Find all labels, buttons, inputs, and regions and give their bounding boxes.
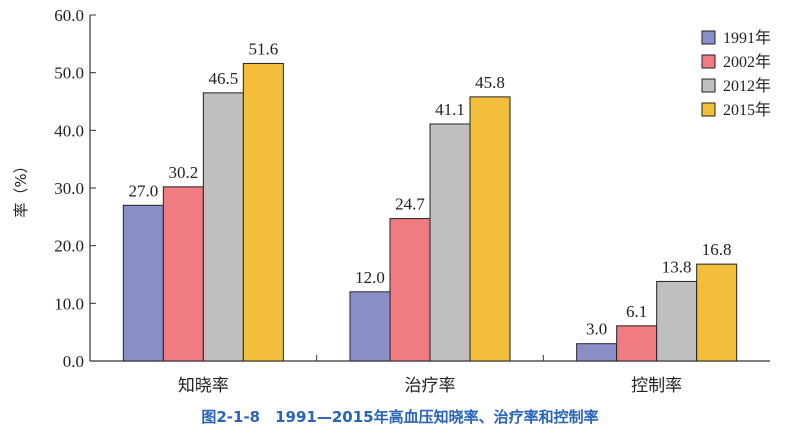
bar: [576, 343, 618, 362]
y-axis-label: 率（%）: [12, 158, 30, 217]
bars: [122, 62, 738, 362]
legend-entry: 2015年: [723, 101, 771, 119]
legend-entry: 2002年: [723, 53, 771, 71]
y-tick-label: 10.0: [54, 294, 84, 313]
y-tick-label: 20.0: [54, 237, 84, 256]
data-label: 27.0: [128, 181, 158, 200]
data-label: 30.2: [168, 163, 198, 182]
bar: [616, 325, 658, 362]
bar-chart: 0.0 10.0 20.0 30.0 40.0 50.0 60.0 知晓率 治疗率 控制率 27.…: [12, 6, 771, 396]
bar: [696, 263, 738, 362]
bar: [429, 123, 471, 362]
legend: 1991年 2002年 2012年 2015年: [701, 29, 771, 119]
y-tick-label: 60.0: [54, 6, 84, 25]
data-label: 3.0: [586, 320, 607, 339]
bar: [202, 92, 244, 362]
y-tick-label: 30.0: [54, 179, 84, 198]
legend-entry: 2012年: [723, 77, 771, 95]
data-label: 16.8: [702, 240, 732, 259]
bar: [349, 291, 391, 362]
axes: 0.0 10.0 20.0 30.0 40.0 50.0 60.0 知晓率 治疗率 控制率: [54, 6, 770, 396]
bar: [162, 186, 204, 362]
data-label: 46.5: [208, 69, 238, 88]
bar: [469, 96, 511, 362]
bar: [242, 62, 284, 362]
data-label: 24.7: [395, 195, 425, 214]
data-label: 51.6: [248, 39, 278, 58]
value-labels: 27.0 30.2 46.5 51.6 12.0 24.7 41.1 45.8 3.0 6.1 13…: [128, 39, 731, 338]
data-label: 41.1: [435, 100, 465, 119]
bar: [389, 218, 431, 362]
y-tick-label: 0.0: [63, 352, 84, 371]
figure-caption: 图2-1-8 1991—2015年高血压知晓率、治疗率和控制率: [201, 408, 599, 426]
legend-swatch: [701, 78, 716, 93]
data-label: 6.1: [626, 302, 647, 321]
x-category-label: 知晓率: [178, 376, 229, 396]
x-category-label: 控制率: [631, 376, 682, 396]
data-label: 12.0: [355, 268, 385, 287]
x-category-label: 治疗率: [405, 376, 456, 396]
y-tick-label: 40.0: [54, 121, 84, 140]
data-label: 13.8: [662, 257, 692, 276]
legend-swatch: [701, 30, 716, 45]
legend-entry: 1991年: [723, 29, 771, 47]
legend-swatch: [701, 102, 716, 117]
bar: [122, 204, 164, 362]
y-tick-label: 50.0: [54, 64, 84, 83]
data-label: 45.8: [475, 73, 505, 92]
legend-swatch: [701, 54, 716, 69]
bar: [656, 280, 698, 362]
